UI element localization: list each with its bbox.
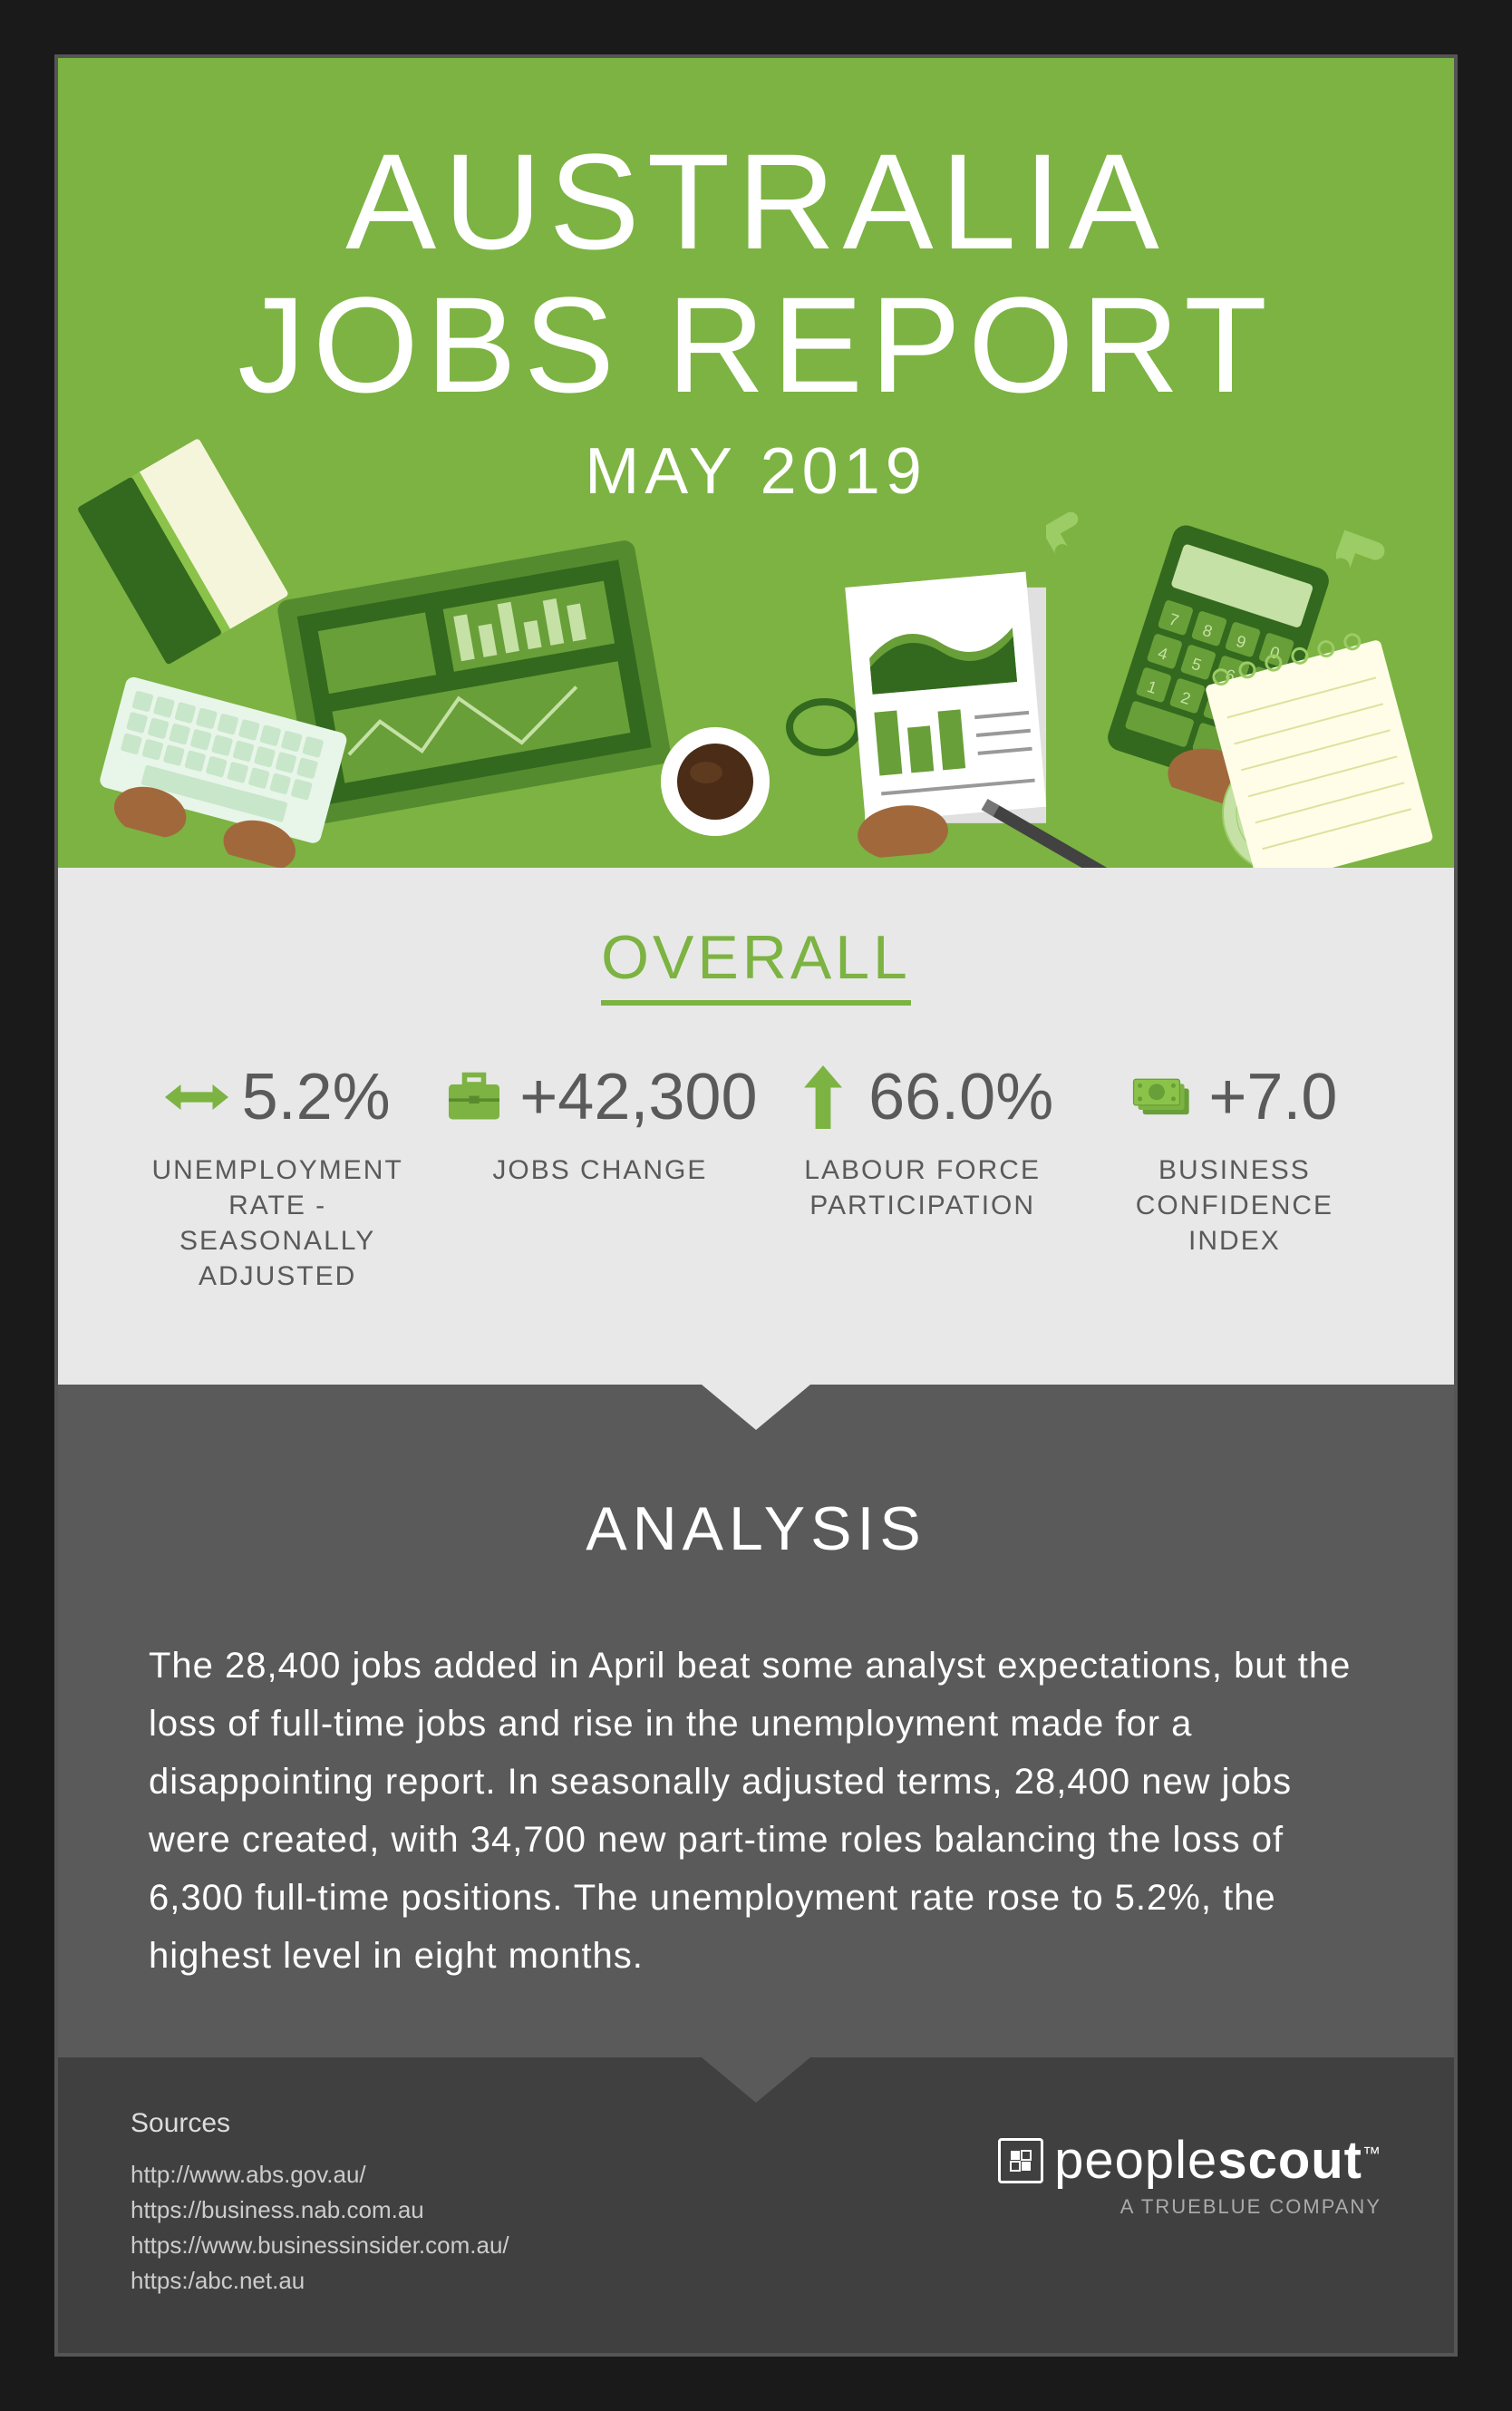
sources-block: Sources http://www.abs.gov.au/ https://b…: [131, 2103, 509, 2299]
analysis-section: ANALYSIS The 28,400 jobs added in April …: [58, 1385, 1454, 2057]
source-link: http://www.abs.gov.au/: [131, 2157, 509, 2192]
stat-unemployment: 5.2% UNEMPLOYMENT RATE - SEASONALLY ADJU…: [131, 1060, 424, 1294]
puzzle-icon: [1336, 523, 1409, 596]
logo-main: peoplescout™: [998, 2130, 1381, 2191]
stat-value: 66.0%: [868, 1060, 1053, 1134]
stat-label: LABOUR FORCE PARTICIPATION: [776, 1152, 1070, 1223]
stat-value: 5.2%: [242, 1060, 391, 1134]
stats-row: 5.2% UNEMPLOYMENT RATE - SEASONALLY ADJU…: [131, 1060, 1381, 1294]
stat-jobs-change: +42,300 JOBS CHANGE: [442, 1060, 757, 1294]
infographic-inner: AUSTRALIA JOBS REPORT MAY 2019: [54, 54, 1458, 2357]
hero-title-line1: AUSTRALIA: [345, 125, 1167, 277]
coffee-cup-icon: [656, 723, 774, 841]
section-pointer-icon: [702, 2057, 810, 2103]
stat-label: JOBS CHANGE: [442, 1152, 757, 1188]
analysis-title: ANALYSIS: [149, 1493, 1363, 1564]
source-link: https://www.businessinsider.com.au/: [131, 2228, 509, 2263]
stat-value: +42,300: [519, 1060, 757, 1134]
overall-section: OVERALL 5.2% UNEMPLOYMENT RATE - SEASONA…: [58, 868, 1454, 1385]
arrows-horizontal-icon: [165, 1065, 228, 1129]
logo-text-1: people: [1054, 2131, 1217, 2190]
stat-business-confidence: +7.0 BUSINESS CONFIDENCE INDEX: [1088, 1060, 1381, 1294]
sources-title: Sources: [131, 2103, 509, 2144]
logo-text-2: scout: [1217, 2131, 1362, 2190]
arrow-up-icon: [791, 1065, 855, 1129]
puzzle-icon: [1046, 496, 1110, 559]
stat-label: UNEMPLOYMENT RATE - SEASONALLY ADJUSTED: [131, 1152, 424, 1294]
logo-block: peoplescout™ A TRUEBLUE COMPANY: [998, 2130, 1381, 2219]
hero-title-line2: JOBS REPORT: [237, 268, 1275, 421]
desk-illustration: 7890 456 123: [58, 496, 1454, 868]
briefcase-icon: [442, 1065, 506, 1129]
logo-subtitle: A TRUEBLUE COMPANY: [998, 2195, 1381, 2219]
hero-section: AUSTRALIA JOBS REPORT MAY 2019: [58, 58, 1454, 868]
stat-label: BUSINESS CONFIDENCE INDEX: [1088, 1152, 1381, 1259]
stat-value: +7.0: [1208, 1060, 1337, 1134]
money-icon: [1131, 1065, 1195, 1129]
stat-labour-force: 66.0% LABOUR FORCE PARTICIPATION: [776, 1060, 1070, 1294]
overall-title: OVERALL: [601, 922, 911, 1006]
section-pointer-icon: [702, 1385, 810, 1430]
logo-mark-icon: [998, 2138, 1043, 2183]
analysis-body: The 28,400 jobs added in April beat some…: [149, 1637, 1363, 1985]
source-link: https:/abc.net.au: [131, 2263, 509, 2299]
hero-title: AUSTRALIA JOBS REPORT: [58, 131, 1454, 416]
infographic-frame: AUSTRALIA JOBS REPORT MAY 2019: [18, 18, 1494, 2393]
report-papers-icon: [826, 549, 1104, 860]
source-link: https://business.nab.com.au: [131, 2192, 509, 2228]
